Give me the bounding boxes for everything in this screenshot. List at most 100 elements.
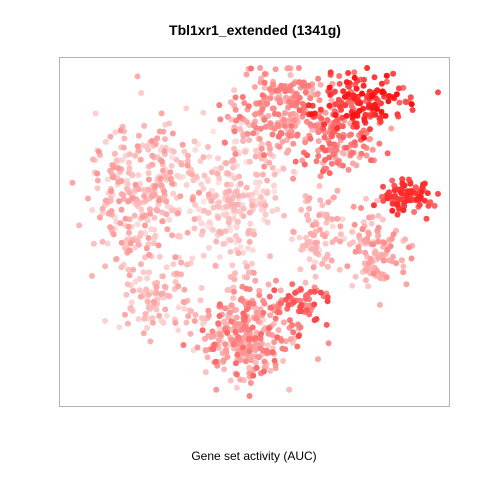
scatter-point [267, 86, 273, 93]
scatter-point [294, 343, 301, 350]
scatter-point [248, 357, 255, 364]
scatter-point [166, 120, 173, 127]
scatter-point [254, 171, 260, 178]
scatter-point [143, 245, 150, 252]
scatter-point [181, 299, 188, 306]
scatter-point [126, 189, 133, 196]
scatter-point [222, 347, 229, 354]
scatter-point [252, 359, 259, 366]
scatter-point [237, 296, 244, 303]
scatter-point [358, 130, 365, 137]
scatter-point [170, 148, 177, 155]
scatter-point [361, 260, 368, 267]
scatter-point [396, 196, 403, 203]
scatter-point [360, 82, 367, 89]
scatter-point [113, 157, 120, 164]
scatter-point [145, 235, 152, 241]
scatter-point [235, 321, 242, 328]
scatter-point [334, 187, 341, 194]
scatter-point [134, 73, 141, 80]
scatter-point [228, 302, 235, 309]
scatter-point [339, 162, 346, 169]
scatter-point [156, 128, 163, 135]
scatter-point [240, 349, 247, 356]
scatter-point [393, 260, 400, 267]
scatter-point [194, 344, 201, 351]
scatter-point [126, 165, 133, 172]
scatter-point [261, 79, 268, 86]
scatter-point [149, 315, 156, 322]
scatter-point [330, 194, 337, 201]
scatter-point [125, 169, 132, 176]
scatter-point [113, 256, 120, 262]
scatter-point [400, 207, 407, 214]
scatter-point [167, 169, 174, 176]
scatter-point [227, 377, 234, 384]
scatter-point [156, 253, 163, 260]
scatter-point [122, 311, 128, 318]
scatter-point [123, 291, 130, 298]
scatter-point [249, 260, 255, 267]
scatter-point [184, 157, 191, 164]
scatter-point [150, 240, 157, 247]
scatter-point [125, 198, 132, 205]
scatter-point [408, 255, 415, 262]
scatter-point [267, 312, 274, 319]
scatter-point [102, 138, 109, 145]
scatter-point [173, 156, 180, 163]
scatter-point [205, 209, 212, 216]
scatter-point [311, 288, 318, 295]
scatter-point [148, 138, 155, 144]
scatter-point [252, 153, 259, 160]
scatter-point [170, 190, 177, 197]
scatter-point [252, 111, 258, 118]
scatter-point [145, 146, 152, 153]
scatter-point [177, 193, 184, 200]
scatter-point [234, 218, 241, 225]
scatter-point [279, 138, 286, 145]
scatter-point [376, 140, 383, 147]
scatter-point [400, 263, 407, 270]
scatter-point [198, 285, 205, 291]
scatter-point [317, 289, 324, 296]
scatter-point [94, 177, 101, 184]
scatter-point [362, 266, 369, 273]
scatter-point [313, 316, 320, 322]
scatter-point [269, 349, 276, 356]
scatter-point [169, 232, 176, 239]
scatter-point [297, 286, 304, 293]
scatter-point [295, 65, 302, 71]
scatter-point [271, 171, 278, 178]
scatter-point [317, 173, 324, 180]
scatter-point [230, 215, 237, 222]
scatter-point [393, 91, 400, 98]
scatter-point [359, 226, 366, 233]
scatter-point [202, 369, 209, 376]
scatter-point [369, 104, 376, 111]
scatter-point [253, 309, 260, 316]
scatter-point [212, 358, 219, 365]
scatter-point [321, 134, 328, 141]
scatter-point [384, 150, 391, 157]
scatter-point [328, 97, 335, 104]
scatter-point [307, 135, 314, 142]
scatter-point [358, 205, 364, 211]
scatter-point [149, 319, 156, 326]
scatter-point [122, 215, 129, 222]
scatter-point [365, 283, 372, 290]
scatter-point [206, 219, 213, 226]
scatter-point [153, 206, 160, 213]
points-layer [69, 65, 441, 399]
scatter-point [343, 112, 350, 119]
scatter-point [398, 190, 405, 196]
scatter-point [339, 149, 346, 156]
scatter-point [130, 266, 137, 273]
scatter-point [305, 102, 312, 109]
scatter-point [242, 314, 249, 321]
scatter-point [297, 324, 304, 331]
scatter-point [258, 145, 265, 152]
scatter-point [89, 272, 95, 279]
scatter-point [251, 84, 258, 90]
scatter-point [232, 270, 238, 277]
scatter-point [120, 191, 127, 198]
